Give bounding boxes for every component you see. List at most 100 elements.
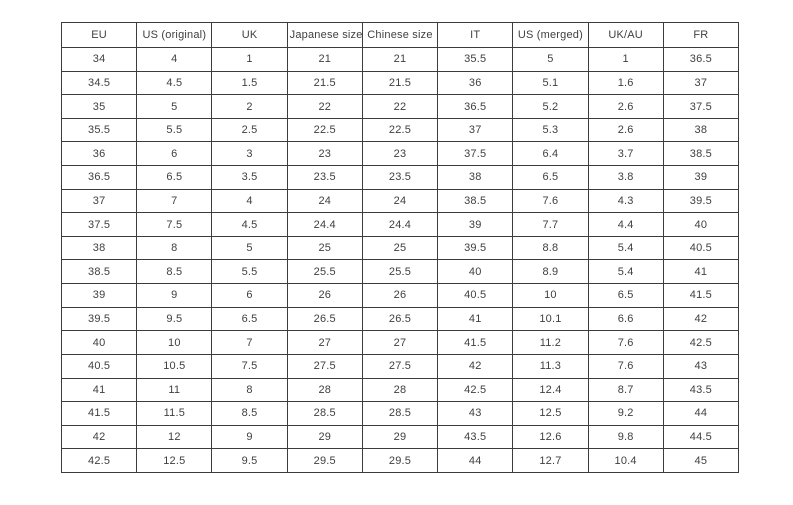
table-cell: 23 [361,141,439,167]
table-cell: 9 [211,424,288,450]
table-row: 38 8 5 25 25 39.5 8.8 5.4 40.5 [60,235,740,261]
table-cell: 39 [437,212,514,237]
table-row: 36.5 6.5 3.5 23.5 23.5 38 6.5 3.8 39 [60,165,740,190]
table-cell: 22 [286,94,363,119]
table-cell: 21.5 [361,70,439,96]
table-row: 40.5 10.5 7.5 27.5 27.5 42 11.3 7.6 43 [60,353,740,379]
table-cell: 6 [211,283,288,308]
table-cell: 9.5 [211,448,288,473]
table-cell: 43 [662,353,740,379]
table-row: 36 6 3 23 23 37.5 6.4 3.7 38.5 [60,141,740,167]
table-cell: 39 [662,165,740,190]
table-cell: 10.4 [587,448,664,473]
table-cell: 36 [60,141,138,167]
table-cell: 6.5 [512,165,589,190]
table-cell: 11.3 [512,353,589,379]
table-cell: 36 [437,70,514,96]
table-row: 37 7 4 24 24 38.5 7.6 4.3 39.5 [60,188,740,214]
column-header: Japanese size [286,22,363,48]
table-cell: 25 [361,235,439,261]
table-cell: 4.3 [587,188,664,214]
table-cell: 38.5 [437,188,514,214]
table-cell: 5 [512,47,589,72]
table-row: 41 11 8 28 28 42.5 12.4 8.7 43.5 [60,377,740,403]
column-header: EU [60,22,138,48]
column-header: IT [437,22,514,48]
table-cell: 3.5 [211,165,288,190]
table-cell: 9.5 [136,306,213,332]
table-cell: 44 [437,448,514,473]
size-conversion-table: EU US (original) UK Japanese size Chinese si… [60,22,740,473]
table-row: 34 4 1 21 21 35.5 5 1 36.5 [60,47,740,72]
table-cell: 4 [211,188,288,214]
table-cell: 40 [60,330,138,355]
table-body: 34 4 1 21 21 35.5 5 1 36.5 34.5 4.5 1.5 21.5 21.5 36 5.… [60,47,740,473]
table-cell: 40.5 [662,235,740,261]
table-cell: 35.5 [437,47,514,72]
table-cell: 12.6 [512,424,589,450]
table-cell: 1 [211,47,288,72]
table-header: EU US (original) UK Japanese size Chinese si… [60,22,740,48]
table-cell: 29.5 [286,448,363,473]
column-header: US (original) [136,22,213,48]
table-cell: 9.2 [587,401,664,426]
table-cell: 43.5 [662,377,740,403]
table-cell: 39.5 [437,235,514,261]
table-cell: 26 [361,283,439,308]
table-cell: 39.5 [60,306,138,332]
table-cell: 26 [286,283,363,308]
table-cell: 40 [662,212,740,237]
table-cell: 41.5 [437,330,514,355]
table-cell: 7.6 [512,188,589,214]
table-cell: 37.5 [437,141,514,167]
table-cell: 1 [587,47,664,72]
table-cell: 28 [361,377,439,403]
table-cell: 38.5 [662,141,740,167]
table-cell: 11.5 [136,401,213,426]
table-cell: 44 [662,401,740,426]
column-header: UK/AU [587,22,664,48]
table-cell: 7.6 [587,330,664,355]
table-cell: 11 [136,377,213,403]
table-cell: 37 [662,70,740,96]
table-cell: 41 [437,306,514,332]
table-cell: 8.5 [136,259,213,285]
table-cell: 45 [662,448,740,473]
table-cell: 10 [512,283,589,308]
table-cell: 38 [437,165,514,190]
column-header: FR [662,22,740,48]
table-cell: 27 [361,330,439,355]
table-cell: 10.1 [512,306,589,332]
table-cell: 41 [60,377,138,403]
table-cell: 38 [662,117,740,143]
table-cell: 41.5 [60,401,138,426]
table-row: 42.5 12.5 9.5 29.5 29.5 44 12.7 10.4 45 [60,448,740,473]
table-cell: 8.8 [512,235,589,261]
table-cell: 8 [136,235,213,261]
table-cell: 5.2 [512,94,589,119]
table-cell: 2.6 [587,117,664,143]
table-cell: 7.5 [136,212,213,237]
table-cell: 27 [286,330,363,355]
table-row: 35 5 2 22 22 36.5 5.2 2.6 37.5 [60,94,740,119]
table-row: 35.5 5.5 2.5 22.5 22.5 37 5.3 2.6 38 [60,117,740,143]
table-cell: 4 [136,47,213,72]
table-cell: 24 [361,188,439,214]
table-row: 39.5 9.5 6.5 26.5 26.5 41 10.1 6.6 42 [60,306,740,332]
table-cell: 8.5 [211,401,288,426]
table-cell: 27.5 [361,353,439,379]
table-row: 41.5 11.5 8.5 28.5 28.5 43 12.5 9.2 44 [60,401,740,426]
table-cell: 37.5 [60,212,138,237]
table-cell: 25.5 [361,259,439,285]
table-cell: 37.5 [662,94,740,119]
table-cell: 4.4 [587,212,664,237]
column-header: UK [211,22,288,48]
table-cell: 5.1 [512,70,589,96]
table-cell: 12.7 [512,448,589,473]
table-cell: 42.5 [60,448,138,473]
table-cell: 40.5 [60,353,138,379]
table-cell: 26.5 [286,306,363,332]
table-row: 42 12 9 29 29 43.5 12.6 9.8 44.5 [60,424,740,450]
table-cell: 6.5 [136,165,213,190]
table-cell: 5.4 [587,259,664,285]
